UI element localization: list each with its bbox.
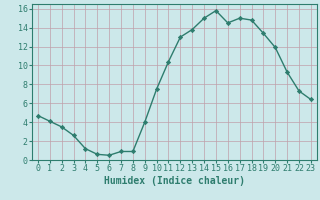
X-axis label: Humidex (Indice chaleur): Humidex (Indice chaleur)	[104, 176, 245, 186]
